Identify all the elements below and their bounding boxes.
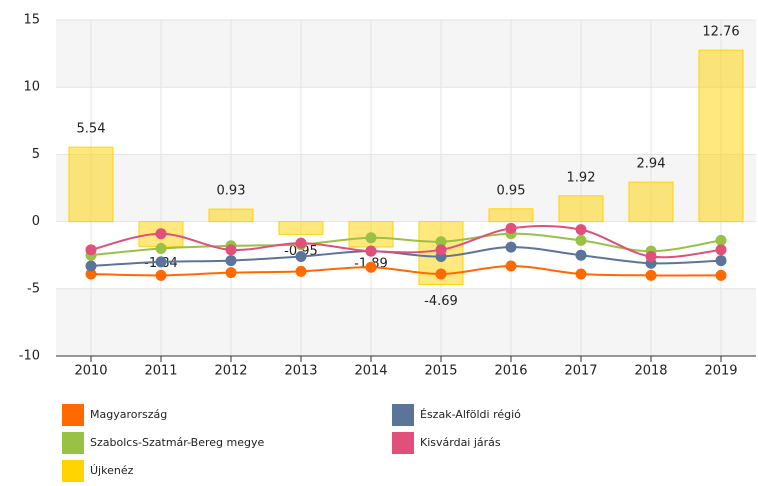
legend-label: Szabolcs-Szatmár-Bereg megye	[90, 436, 264, 449]
point	[575, 224, 587, 236]
x-tick-label: 2015	[424, 364, 457, 379]
data-label: 5.54	[77, 122, 106, 137]
x-tick-label: 2012	[214, 364, 247, 379]
point	[505, 241, 517, 253]
legend-swatch	[392, 404, 414, 426]
point	[435, 236, 447, 248]
point	[575, 268, 587, 280]
y-tick-label: -10	[19, 349, 40, 364]
x-tick-label: 2011	[144, 364, 177, 379]
point	[715, 244, 727, 256]
point	[295, 265, 307, 277]
legend-swatch	[62, 460, 84, 482]
point	[85, 244, 97, 256]
point	[225, 244, 237, 256]
legend-label: Észak-Alföldi régió	[420, 408, 521, 421]
point	[225, 255, 237, 267]
bar	[68, 146, 114, 223]
line	[90, 224, 722, 259]
legend-swatch	[62, 432, 84, 454]
data-label: 12.76	[702, 25, 739, 40]
point	[715, 234, 727, 246]
x-tick-label: 2013	[284, 364, 317, 379]
x-tick-label: 2010	[74, 364, 107, 379]
y-tick-label: 15	[23, 13, 40, 28]
point	[715, 255, 727, 267]
point	[155, 228, 167, 240]
x-tick-label: 2014	[354, 364, 387, 379]
point	[155, 242, 167, 254]
point	[575, 249, 587, 261]
x-tick-label: 2017	[564, 364, 597, 379]
point	[365, 232, 377, 244]
y-tick-label: -5	[27, 281, 40, 296]
bar	[558, 195, 604, 223]
x-tick-label: 2019	[704, 364, 737, 379]
legend-label: Magyarország	[90, 408, 167, 421]
plot-band	[56, 20, 756, 88]
point	[365, 261, 377, 273]
point	[85, 268, 97, 280]
bar	[698, 49, 744, 223]
point	[85, 260, 97, 272]
y-tick-label: 10	[23, 80, 40, 95]
point	[295, 251, 307, 263]
point	[505, 222, 517, 234]
line	[90, 246, 722, 267]
point	[575, 234, 587, 246]
legend-label: Újkenéz	[90, 464, 134, 477]
point	[225, 267, 237, 279]
x-tick-label: 2016	[494, 364, 527, 379]
line	[90, 264, 722, 277]
point	[645, 251, 657, 263]
data-label: 2.94	[637, 157, 666, 172]
point	[155, 256, 167, 268]
bar	[278, 221, 324, 235]
point	[435, 244, 447, 256]
legend-swatch	[392, 432, 414, 454]
point	[715, 269, 727, 281]
point	[365, 245, 377, 257]
plot-band	[56, 288, 756, 356]
point	[505, 260, 517, 272]
y-tick-label: 5	[32, 147, 40, 162]
bar	[208, 208, 254, 223]
data-label: 0.95	[497, 183, 526, 198]
data-label: -4.69	[424, 294, 458, 309]
point	[435, 268, 447, 280]
y-tick-label: 0	[32, 214, 40, 229]
data-label: 1.92	[567, 170, 596, 185]
point	[645, 269, 657, 281]
line	[90, 232, 722, 257]
point	[295, 237, 307, 249]
data-label: 0.93	[217, 184, 246, 199]
point	[155, 269, 167, 281]
bar	[628, 181, 674, 223]
legend-label: Kisvárdai járás	[420, 436, 501, 449]
bar	[488, 208, 534, 223]
x-tick-label: 2018	[634, 364, 667, 379]
legend-swatch	[62, 404, 84, 426]
